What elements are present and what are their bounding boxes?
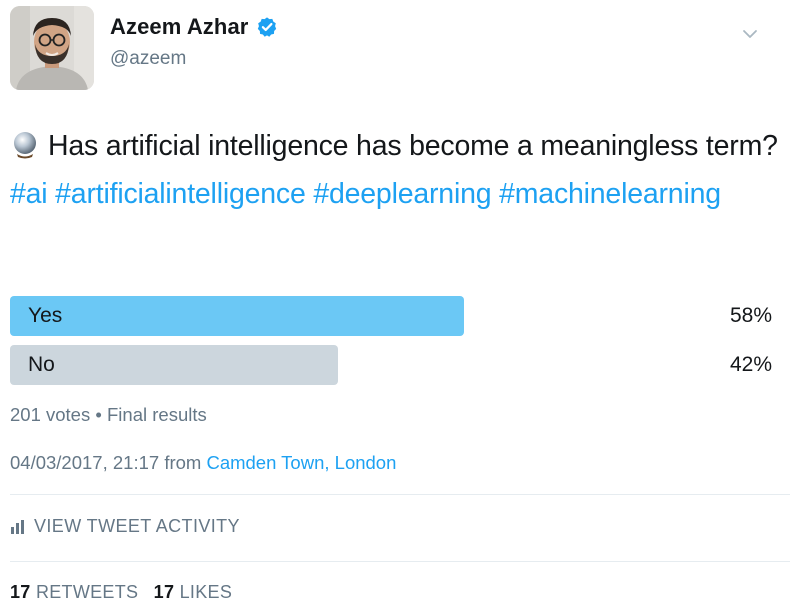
likes-count: 17 — [153, 582, 175, 602]
timestamp[interactable]: 04/03/2017, 21:17 — [10, 452, 160, 473]
likes-label: LIKES — [179, 582, 233, 602]
bar-chart-icon — [10, 519, 26, 535]
poll-meta: 201 votes • Final results — [10, 404, 207, 426]
divider — [10, 561, 790, 562]
crystal-ball-icon — [10, 127, 40, 159]
hashtag-ai[interactable]: #ai — [10, 178, 48, 210]
view-tweet-activity-label: VIEW TWEET ACTIVITY — [34, 516, 240, 536]
tweet-timestamp-row: 04/03/2017, 21:17 from Camden Town, Lond… — [10, 452, 396, 474]
handle[interactable]: @azeem — [110, 48, 187, 69]
poll-status: Final results — [107, 404, 207, 425]
tweet-text: Has artificial intelligence has become a… — [10, 122, 780, 218]
view-tweet-activity-button[interactable]: VIEW TWEET ACTIVITY — [10, 516, 240, 537]
retweets-count: 17 — [10, 582, 31, 602]
retweets-stat[interactable]: 17 RETWEETS — [10, 582, 138, 602]
bullet-separator: • — [95, 404, 107, 425]
poll-bar-yes — [10, 296, 464, 336]
avatar[interactable] — [10, 6, 94, 90]
tweet-body-text: Has artificial intelligence has become a… — [48, 130, 778, 162]
chevron-down-icon[interactable] — [742, 26, 758, 42]
display-name[interactable]: Azeem Azhar — [110, 14, 249, 39]
tweet-stats: 17 RETWEETS 17 LIKES — [10, 582, 242, 603]
poll-label-yes: Yes — [28, 304, 63, 327]
retweets-label: RETWEETS — [35, 582, 139, 602]
poll-option-no: No 42% — [10, 345, 772, 385]
poll-option-yes: Yes 58% — [10, 296, 772, 336]
poll-percent-no: 42% — [729, 353, 772, 376]
poll-label-no: No — [28, 353, 55, 376]
hashtag-machinelearning[interactable]: #machinelearning — [499, 178, 721, 210]
hashtag-deeplearning[interactable]: #deeplearning — [313, 178, 492, 210]
author-name-row[interactable]: Azeem Azhar — [110, 14, 278, 40]
divider — [10, 494, 790, 495]
likes-stat[interactable]: 17 LIKES — [154, 582, 232, 602]
poll-votes: 201 votes — [10, 404, 91, 425]
from-label: from — [164, 452, 202, 473]
hashtag-artificialintelligence[interactable]: #artificialintelligence — [55, 178, 306, 210]
poll-percent-yes: 58% — [729, 304, 772, 327]
avatar-image — [10, 6, 94, 90]
location-link[interactable]: Camden Town, London — [206, 452, 397, 473]
verified-badge-icon — [256, 16, 278, 38]
poll-bar-no — [10, 345, 338, 385]
